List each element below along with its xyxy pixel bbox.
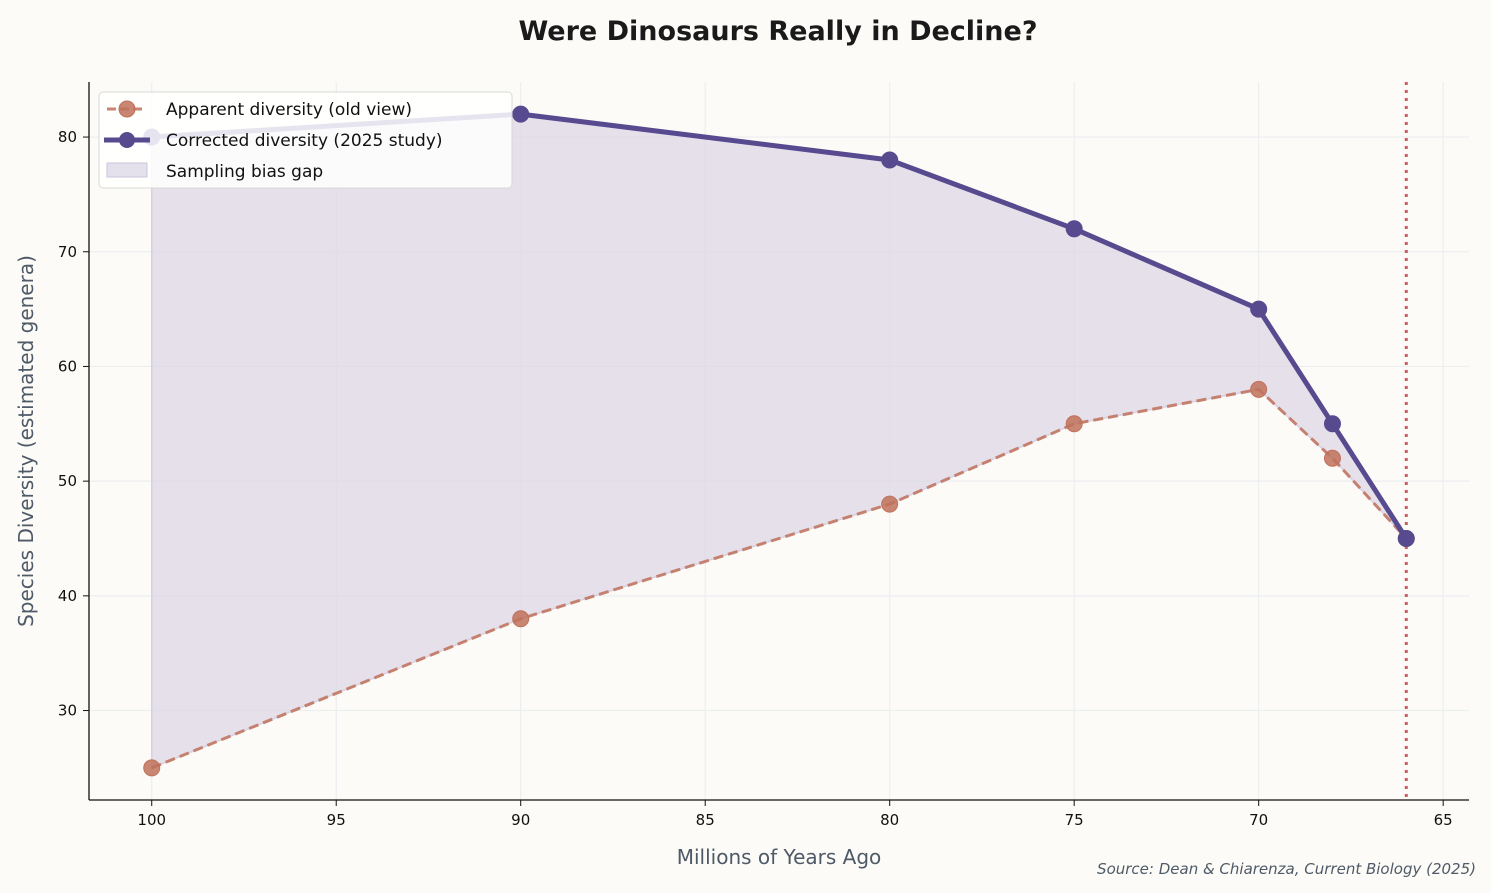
x-tick-label: 80: [880, 811, 899, 829]
y-tick-label: 70: [58, 243, 77, 261]
legend-item-corrected: Corrected diversity (2025 study): [104, 131, 443, 151]
legend-swatch-gap: [106, 162, 148, 178]
data-point-corrected: [1397, 529, 1415, 547]
legend-box: [98, 91, 513, 189]
x-tick-label: 90: [511, 811, 530, 829]
legend-marker-corrected: [119, 132, 135, 148]
chart-title: Were Dinosaurs Really in Decline?: [518, 16, 1037, 47]
legend-label-apparent: Apparent diversity (old view): [166, 100, 412, 120]
legend-item-gap: Sampling bias gap: [106, 162, 323, 182]
x-tick-label: 95: [327, 811, 346, 829]
axes: 100 95 90 85 80 75 70 65 30 40 50 60 70 80: [58, 82, 1469, 829]
y-axis-label: Species Diversity (estimated genera): [14, 255, 38, 627]
legend-label-gap: Sampling bias gap: [166, 162, 323, 182]
legend-item-apparent: Apparent diversity (old view): [107, 100, 412, 120]
legend-marker-apparent: [118, 100, 136, 118]
x-tick-label: 70: [1249, 811, 1268, 829]
legend-label-corrected: Corrected diversity (2025 study): [166, 131, 443, 151]
y-tick-label: 50: [58, 472, 77, 490]
data-point-apparent: [881, 495, 899, 513]
data-point-corrected: [1250, 300, 1268, 318]
x-tick-label: 85: [696, 811, 715, 829]
sampling-bias-gap-area: [150, 113, 1407, 769]
x-tick-label: 75: [1065, 811, 1084, 829]
y-tick-label: 60: [58, 357, 77, 375]
source-note: Source: Dean & Chiarenza, Current Biolog…: [1097, 860, 1476, 878]
x-axis-label: Millions of Years Ago: [677, 845, 882, 869]
data-point-apparent: [512, 610, 530, 628]
data-point-apparent: [143, 759, 161, 777]
data-point-apparent: [1065, 415, 1083, 433]
data-point-corrected: [881, 151, 899, 169]
data-point-corrected: [1065, 220, 1083, 238]
data-point-corrected: [1323, 415, 1341, 433]
x-tick-label: 65: [1434, 811, 1453, 829]
data-point-apparent: [1323, 449, 1341, 467]
y-tick-label: 80: [58, 128, 77, 146]
data-point-apparent: [1250, 380, 1268, 398]
y-tick-label: 40: [58, 587, 77, 605]
x-tick-label: 100: [137, 811, 166, 829]
y-tick-label: 30: [58, 702, 77, 720]
plot-area: [143, 82, 1415, 800]
legend: Apparent diversity (old view) Corrected …: [98, 91, 513, 189]
data-point-corrected: [512, 105, 530, 123]
